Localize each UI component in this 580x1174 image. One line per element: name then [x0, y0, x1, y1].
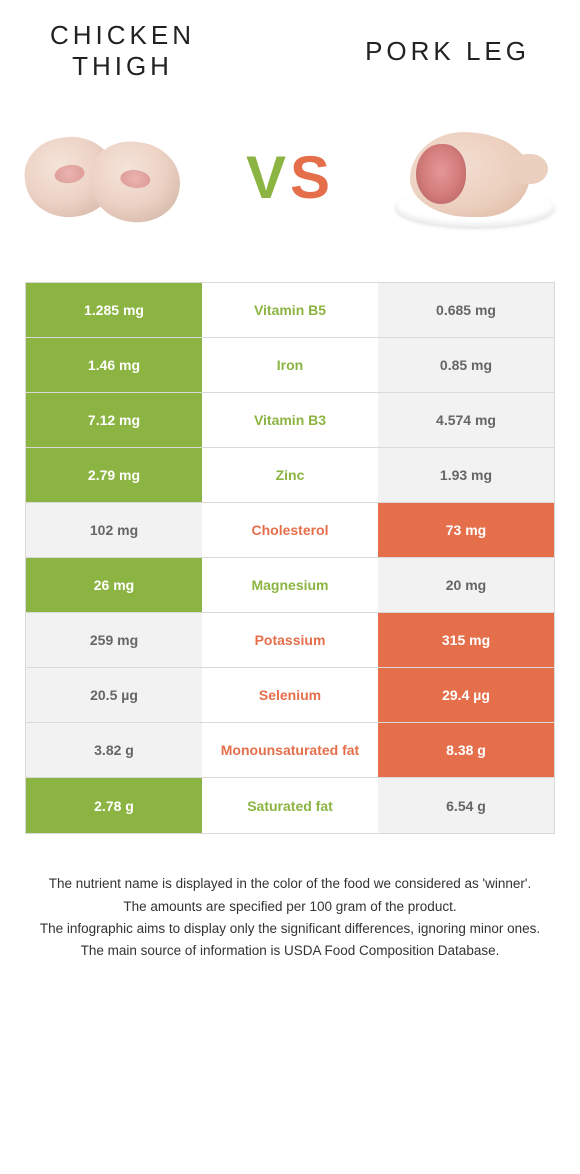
value-left: 20.5 µg: [26, 668, 202, 722]
table-row: 2.79 mgZinc1.93 mg: [26, 448, 554, 503]
value-right: 20 mg: [378, 558, 554, 612]
value-left: 26 mg: [26, 558, 202, 612]
table-row: 3.82 gMonounsaturated fat8.38 g: [26, 723, 554, 778]
nutrient-label: Vitamin B5: [202, 283, 378, 337]
value-right: 4.574 mg: [378, 393, 554, 447]
value-left: 1.46 mg: [26, 338, 202, 392]
vs-v: V: [246, 144, 290, 211]
nutrient-label: Monounsaturated fat: [202, 723, 378, 777]
table-row: 7.12 mgVitamin B34.574 mg: [26, 393, 554, 448]
vs-label: VS: [246, 143, 334, 212]
nutrient-label: Saturated fat: [202, 778, 378, 833]
value-right: 73 mg: [378, 503, 554, 557]
chicken-thigh-image: [25, 122, 185, 232]
value-left: 102 mg: [26, 503, 202, 557]
vs-s: S: [290, 144, 334, 211]
nutrient-label: Selenium: [202, 668, 378, 722]
footer-notes: The nutrient name is displayed in the co…: [0, 834, 580, 961]
footer-line: The main source of information is USDA F…: [30, 941, 550, 961]
header: CHICKEN THIGH PORK LEG: [0, 0, 580, 92]
value-right: 0.685 mg: [378, 283, 554, 337]
table-row: 2.78 gSaturated fat6.54 g: [26, 778, 554, 833]
table-row: 26 mgMagnesium20 mg: [26, 558, 554, 613]
nutrient-label: Magnesium: [202, 558, 378, 612]
pork-leg-image: [395, 122, 555, 232]
value-left: 2.78 g: [26, 778, 202, 833]
title-right: PORK LEG: [365, 36, 530, 67]
value-right: 315 mg: [378, 613, 554, 667]
table-row: 1.46 mgIron0.85 mg: [26, 338, 554, 393]
value-right: 29.4 µg: [378, 668, 554, 722]
table-row: 102 mgCholesterol73 mg: [26, 503, 554, 558]
nutrient-label: Potassium: [202, 613, 378, 667]
comparison-table: 1.285 mgVitamin B50.685 mg1.46 mgIron0.8…: [25, 282, 555, 834]
value-left: 3.82 g: [26, 723, 202, 777]
table-row: 20.5 µgSelenium29.4 µg: [26, 668, 554, 723]
value-right: 1.93 mg: [378, 448, 554, 502]
nutrient-label: Cholesterol: [202, 503, 378, 557]
footer-line: The infographic aims to display only the…: [30, 919, 550, 939]
value-left: 2.79 mg: [26, 448, 202, 502]
value-left: 7.12 mg: [26, 393, 202, 447]
footer-line: The amounts are specified per 100 gram o…: [30, 897, 550, 917]
footer-line: The nutrient name is displayed in the co…: [30, 874, 550, 894]
value-right: 0.85 mg: [378, 338, 554, 392]
table-row: 259 mgPotassium315 mg: [26, 613, 554, 668]
title-left: CHICKEN THIGH: [50, 20, 195, 82]
value-left: 259 mg: [26, 613, 202, 667]
value-left: 1.285 mg: [26, 283, 202, 337]
value-right: 6.54 g: [378, 778, 554, 833]
hero-row: VS: [0, 92, 580, 262]
table-row: 1.285 mgVitamin B50.685 mg: [26, 283, 554, 338]
value-right: 8.38 g: [378, 723, 554, 777]
nutrient-label: Vitamin B3: [202, 393, 378, 447]
nutrient-label: Zinc: [202, 448, 378, 502]
nutrient-label: Iron: [202, 338, 378, 392]
